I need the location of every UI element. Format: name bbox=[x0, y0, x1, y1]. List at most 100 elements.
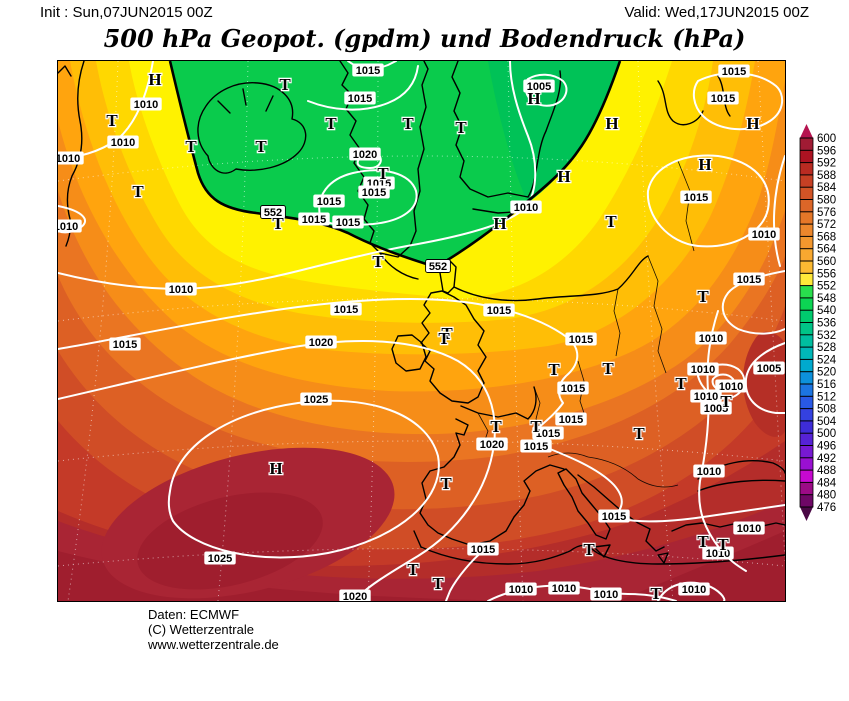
low-pressure-marker: T bbox=[605, 212, 617, 231]
colorbar-band bbox=[800, 323, 813, 336]
colorbar-band bbox=[800, 310, 813, 323]
map-canvas: 1015 1015 1015 1015 1015 1015 1015 1015 1015 1015… bbox=[58, 61, 785, 601]
svg-text:1025: 1025 bbox=[304, 394, 328, 406]
pressure-label: 1015 bbox=[718, 65, 749, 79]
low-pressure-marker: T bbox=[106, 111, 118, 130]
colorbar-tick-label: 568 bbox=[817, 231, 836, 243]
pressure-label: 1015 bbox=[680, 191, 711, 205]
low-pressure-marker: T bbox=[583, 540, 595, 559]
colorbar-tick-label: 528 bbox=[817, 342, 836, 354]
high-pressure-marker: H bbox=[148, 70, 161, 89]
svg-text:1010: 1010 bbox=[737, 523, 761, 535]
colorbar-tick-label: 596 bbox=[817, 145, 836, 157]
pressure-label: 1025 bbox=[204, 552, 235, 566]
colorbar-band bbox=[800, 421, 813, 434]
low-pressure-marker: T bbox=[530, 417, 542, 436]
svg-text:1015: 1015 bbox=[559, 414, 583, 426]
pressure-label: 1015 bbox=[565, 333, 596, 347]
pressure-label: 1015 bbox=[344, 92, 375, 106]
colorbar-tick-label: 600 bbox=[817, 133, 836, 145]
svg-text:1015: 1015 bbox=[317, 196, 341, 208]
colorbar-tick-label: 584 bbox=[817, 182, 837, 194]
colorbar-band bbox=[800, 347, 813, 360]
geopotential-label: 552 bbox=[426, 260, 451, 274]
pressure-label: 1010 bbox=[548, 582, 579, 596]
pressure-label: 1010 bbox=[678, 583, 709, 597]
colorbar-band bbox=[800, 138, 813, 151]
svg-text:1010: 1010 bbox=[682, 584, 706, 596]
colorbar-tick-label: 564 bbox=[817, 244, 837, 256]
svg-text:1005: 1005 bbox=[757, 363, 781, 375]
colorbar-band bbox=[800, 150, 813, 163]
low-pressure-marker: T bbox=[407, 560, 419, 579]
attribution-copyright: (C) Wetterzentrale bbox=[148, 622, 279, 637]
colorbar-band bbox=[800, 286, 813, 299]
colorbar-tick-label: 560 bbox=[817, 256, 836, 268]
high-pressure-marker: H bbox=[605, 114, 618, 133]
svg-text:1010: 1010 bbox=[111, 137, 135, 149]
colorbar-band bbox=[800, 396, 813, 409]
pressure-label: 1015 bbox=[557, 382, 588, 396]
colorbar-band bbox=[800, 273, 813, 286]
high-pressure-marker: H bbox=[527, 89, 540, 108]
colorbar-tick-label: 536 bbox=[817, 318, 836, 330]
pressure-label: 1010 bbox=[687, 363, 718, 377]
colorbar-tick-label: 576 bbox=[817, 207, 836, 219]
colorbar-tick-label: 548 bbox=[817, 293, 836, 305]
colorbar-tick-label: 500 bbox=[817, 428, 836, 440]
low-pressure-marker: T bbox=[633, 424, 645, 443]
colorbar-band bbox=[800, 384, 813, 397]
colorbar-band bbox=[800, 224, 813, 237]
high-pressure-marker: H bbox=[557, 167, 570, 186]
low-pressure-marker: T bbox=[279, 75, 291, 94]
colorbar-tick-label: 556 bbox=[817, 268, 836, 280]
low-pressure-marker: T bbox=[548, 360, 560, 379]
colorbar-tick-label: 476 bbox=[817, 502, 836, 514]
colorbar-tick-label: 484 bbox=[817, 477, 837, 489]
low-pressure-marker: T bbox=[455, 118, 467, 137]
colorbar-band bbox=[800, 470, 813, 483]
pressure-label: 1015 bbox=[483, 304, 514, 318]
pressure-label: 1010 bbox=[693, 465, 724, 479]
colorbar-band bbox=[800, 482, 813, 495]
high-pressure-marker: H bbox=[493, 214, 506, 233]
colorbar-tick-label: 504 bbox=[817, 416, 837, 428]
pressure-label: 1010 bbox=[690, 390, 721, 404]
svg-text:1020: 1020 bbox=[343, 591, 367, 601]
pressure-label: 1010 bbox=[510, 201, 541, 215]
high-pressure-marker: H bbox=[746, 114, 759, 133]
pressure-label: 1010 bbox=[107, 136, 138, 150]
low-pressure-marker: T bbox=[185, 137, 197, 156]
pressure-label: 1015 bbox=[330, 303, 361, 317]
svg-text:1015: 1015 bbox=[602, 511, 626, 523]
pressure-label: 1025 bbox=[300, 393, 331, 407]
pressure-label: 1015 bbox=[298, 213, 329, 227]
colorbar-band bbox=[800, 372, 813, 385]
pressure-label: 1020 bbox=[305, 336, 336, 350]
colorbar-tick-label: 524 bbox=[817, 354, 837, 366]
svg-text:1010: 1010 bbox=[58, 153, 80, 165]
pressure-label: 1020 bbox=[339, 590, 370, 602]
low-pressure-marker: T bbox=[132, 182, 144, 201]
pressure-label: 1010 bbox=[748, 228, 779, 242]
pressure-label: 1015 bbox=[598, 510, 629, 524]
colorbar-band bbox=[800, 446, 813, 459]
svg-text:1015: 1015 bbox=[722, 66, 746, 78]
colorbar-tick-label: 520 bbox=[817, 367, 836, 379]
pressure-label: 1020 bbox=[349, 148, 380, 162]
colorbar-tick-label: 588 bbox=[817, 170, 836, 182]
pressure-label: 1010 bbox=[130, 98, 161, 112]
colorbar-tick-label: 592 bbox=[817, 158, 836, 170]
svg-text:1015: 1015 bbox=[471, 544, 495, 556]
svg-text:1015: 1015 bbox=[684, 192, 708, 204]
colorbar-tick-label: 492 bbox=[817, 453, 836, 465]
colorbar-tick-label: 552 bbox=[817, 281, 836, 293]
colorbar-tick-label: 580 bbox=[817, 195, 836, 207]
low-pressure-marker: T bbox=[377, 164, 389, 183]
low-pressure-marker: T bbox=[675, 374, 687, 393]
pressure-label: 1010 bbox=[505, 583, 536, 597]
svg-text:1010: 1010 bbox=[509, 584, 533, 596]
svg-text:1015: 1015 bbox=[487, 305, 511, 317]
svg-text:1015: 1015 bbox=[524, 441, 548, 453]
pressure-label: 1005 bbox=[753, 362, 784, 376]
